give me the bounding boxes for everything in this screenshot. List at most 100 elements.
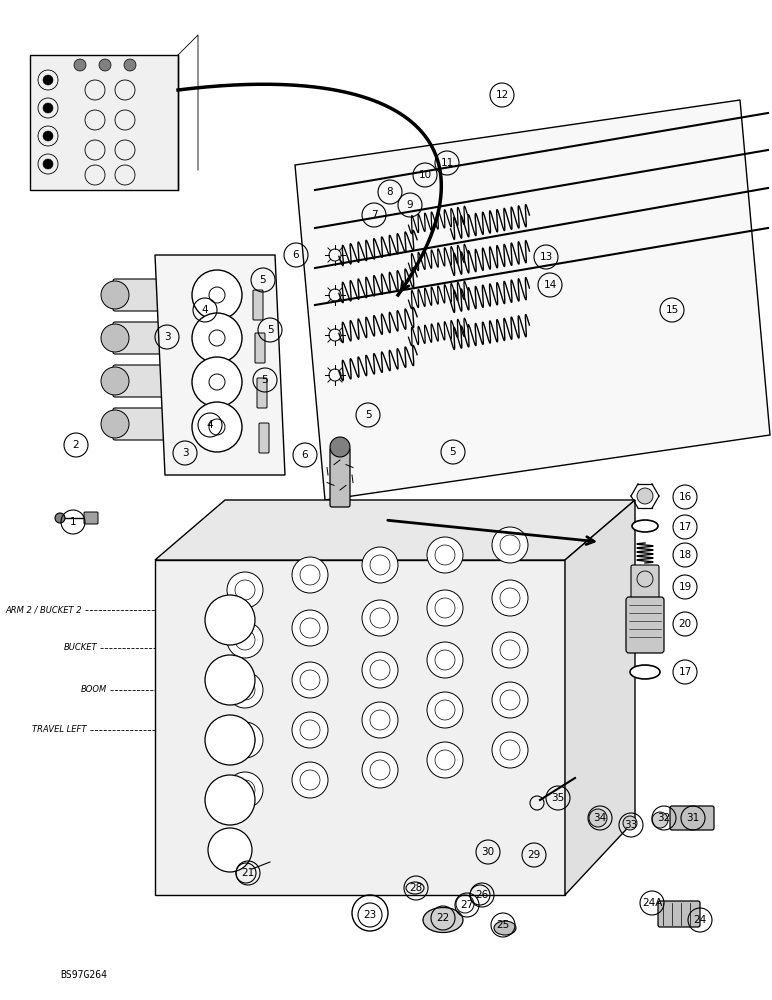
Circle shape <box>292 610 328 646</box>
Polygon shape <box>295 100 770 500</box>
Text: 35: 35 <box>551 793 564 803</box>
Ellipse shape <box>494 921 516 935</box>
Text: BOOM: BOOM <box>81 686 107 694</box>
Circle shape <box>330 437 350 457</box>
Polygon shape <box>155 500 635 560</box>
Circle shape <box>492 632 528 668</box>
Circle shape <box>101 410 129 438</box>
Text: 5: 5 <box>266 325 273 335</box>
Text: 5: 5 <box>262 375 269 385</box>
Polygon shape <box>565 500 635 895</box>
Circle shape <box>205 775 255 825</box>
Ellipse shape <box>630 665 660 679</box>
Text: 31: 31 <box>686 813 699 823</box>
Text: 6: 6 <box>293 250 300 260</box>
Text: 4: 4 <box>207 420 213 430</box>
FancyBboxPatch shape <box>255 333 265 363</box>
Text: 33: 33 <box>625 820 638 830</box>
Circle shape <box>43 75 53 85</box>
FancyBboxPatch shape <box>253 290 263 320</box>
Circle shape <box>192 313 242 363</box>
Text: 18: 18 <box>679 550 692 560</box>
Circle shape <box>227 572 263 608</box>
FancyBboxPatch shape <box>259 423 269 453</box>
Text: 19: 19 <box>679 582 692 592</box>
Circle shape <box>55 513 65 523</box>
Text: TRAVEL LEFT: TRAVEL LEFT <box>32 726 87 734</box>
Circle shape <box>427 590 463 626</box>
FancyBboxPatch shape <box>30 55 178 190</box>
Text: 30: 30 <box>482 847 495 857</box>
FancyBboxPatch shape <box>631 565 659 605</box>
Circle shape <box>427 692 463 728</box>
Circle shape <box>623 816 637 830</box>
Text: 29: 29 <box>527 850 540 860</box>
Circle shape <box>43 103 53 113</box>
Circle shape <box>227 672 263 708</box>
Circle shape <box>192 402 242 452</box>
FancyBboxPatch shape <box>330 448 350 507</box>
Text: 16: 16 <box>679 492 692 502</box>
Circle shape <box>362 702 398 738</box>
Circle shape <box>652 812 668 828</box>
Circle shape <box>492 682 528 718</box>
FancyBboxPatch shape <box>113 408 172 440</box>
Text: 25: 25 <box>496 920 510 930</box>
Text: 5: 5 <box>449 447 456 457</box>
Text: 17: 17 <box>679 522 692 532</box>
Circle shape <box>101 367 129 395</box>
Polygon shape <box>155 255 285 475</box>
Circle shape <box>492 527 528 563</box>
Text: 8: 8 <box>387 187 393 197</box>
Text: 22: 22 <box>436 913 449 923</box>
Circle shape <box>292 712 328 748</box>
Text: 4: 4 <box>201 305 208 315</box>
Text: 26: 26 <box>476 890 489 900</box>
Text: 24A: 24A <box>642 898 662 908</box>
FancyBboxPatch shape <box>626 597 664 653</box>
Circle shape <box>589 809 607 827</box>
Circle shape <box>292 762 328 798</box>
Text: 10: 10 <box>418 170 432 180</box>
Circle shape <box>43 131 53 141</box>
FancyBboxPatch shape <box>113 279 172 311</box>
Text: 12: 12 <box>496 90 509 100</box>
Circle shape <box>362 652 398 688</box>
Circle shape <box>427 742 463 778</box>
Text: 17: 17 <box>679 667 692 677</box>
Circle shape <box>74 59 86 71</box>
Circle shape <box>227 622 263 658</box>
Ellipse shape <box>632 520 658 532</box>
Circle shape <box>205 595 255 645</box>
Text: 3: 3 <box>164 332 171 342</box>
Circle shape <box>99 59 111 71</box>
Circle shape <box>362 600 398 636</box>
Text: 7: 7 <box>371 210 378 220</box>
FancyBboxPatch shape <box>113 322 172 354</box>
Text: 1: 1 <box>69 517 76 527</box>
Text: BUCKET: BUCKET <box>63 644 97 652</box>
Circle shape <box>227 722 263 758</box>
Text: 24: 24 <box>693 915 706 925</box>
Text: 15: 15 <box>665 305 679 315</box>
Circle shape <box>124 59 136 71</box>
Circle shape <box>101 281 129 309</box>
Circle shape <box>43 159 53 169</box>
Ellipse shape <box>423 908 463 932</box>
Text: 20: 20 <box>679 619 692 629</box>
Text: ARM 2 / BUCKET 2: ARM 2 / BUCKET 2 <box>5 605 82 614</box>
FancyBboxPatch shape <box>113 365 172 397</box>
Circle shape <box>205 715 255 765</box>
Circle shape <box>492 732 528 768</box>
Circle shape <box>637 488 653 504</box>
Text: 5: 5 <box>259 275 266 285</box>
Text: 23: 23 <box>364 910 377 920</box>
Circle shape <box>192 357 242 407</box>
Circle shape <box>362 547 398 583</box>
Text: 5: 5 <box>364 410 371 420</box>
Text: 28: 28 <box>409 883 422 893</box>
FancyBboxPatch shape <box>670 806 714 830</box>
Polygon shape <box>155 560 565 895</box>
Circle shape <box>362 752 398 788</box>
Text: 6: 6 <box>302 450 308 460</box>
